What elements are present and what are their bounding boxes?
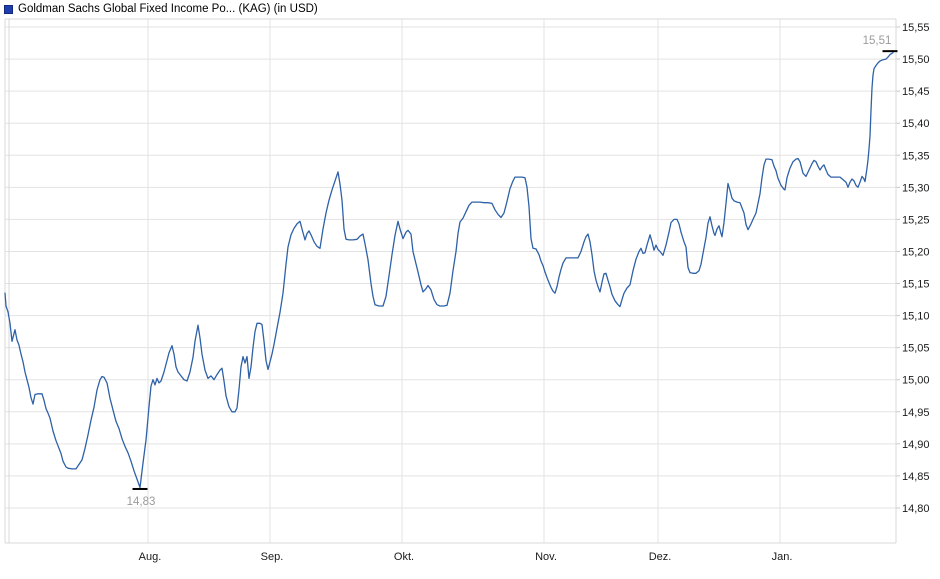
y-axis-label: 15,35 <box>902 150 930 162</box>
chart-legend: Goldman Sachs Global Fixed Income Po... … <box>0 0 318 19</box>
chart-title: Goldman Sachs Global Fixed Income Po... … <box>18 3 318 15</box>
low-annotation-label: 14,83 <box>127 496 156 508</box>
y-axis-label: 15,20 <box>902 246 930 258</box>
y-axis-label: 15,55 <box>902 22 930 34</box>
y-axis-label: 14,85 <box>902 471 930 483</box>
series-legend-swatch-icon <box>4 5 13 14</box>
y-axis-label: 15,25 <box>902 214 930 226</box>
y-axis-label: 15,30 <box>902 182 930 194</box>
y-axis-label: 15,00 <box>902 375 930 387</box>
price-line <box>4 52 894 489</box>
x-axis-label: Nov. <box>535 551 557 563</box>
y-axis-label: 15,10 <box>902 311 930 323</box>
y-axis-label: 15,40 <box>902 118 930 130</box>
y-axis-label: 14,90 <box>902 439 930 451</box>
x-axis-label: Jan. <box>772 551 793 563</box>
x-axis-label: Okt. <box>394 551 414 563</box>
x-axis-label: Sep. <box>261 551 284 563</box>
y-axis-label: 15,50 <box>902 54 930 66</box>
y-axis-label: 15,05 <box>902 343 930 355</box>
y-axis-label: 14,80 <box>902 503 930 515</box>
y-axis-label: 15,45 <box>902 86 930 98</box>
high-annotation-label: 15,51 <box>863 35 892 47</box>
x-axis-label: Dez. <box>649 551 672 563</box>
x-axis-label: Aug. <box>139 551 162 563</box>
y-axis-label: 14,95 <box>902 407 930 419</box>
y-axis-label: 15,15 <box>902 279 930 291</box>
